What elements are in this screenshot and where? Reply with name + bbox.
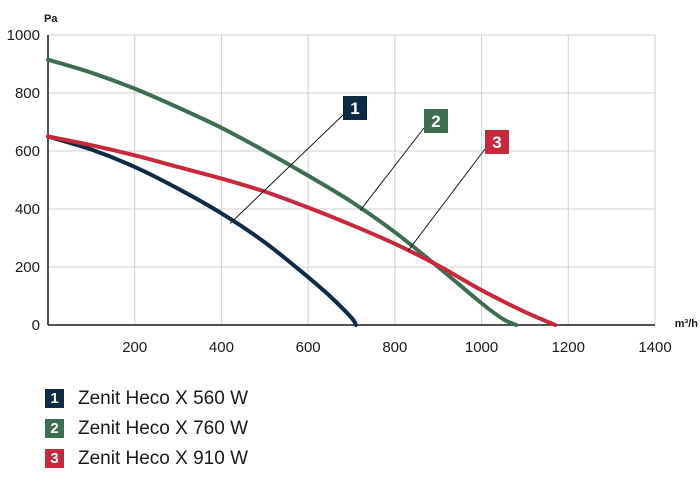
legend-label-3: Zenit Heco X 910 W: [78, 447, 249, 469]
legend-badge-3: 3: [45, 449, 64, 468]
axes: [47, 35, 655, 326]
legend-badge-2: 2: [45, 419, 64, 438]
y-axis-unit-label: Pa: [44, 13, 58, 25]
x-tick-label: 600: [296, 339, 321, 356]
marker-leader-1: [229, 114, 344, 224]
marker-leader-2: [359, 127, 425, 211]
marker-box-3: [485, 130, 509, 154]
legend-item-1: 1 Zenit Heco X 560 W: [45, 388, 248, 409]
series-line-1: [46, 134, 358, 327]
marker-leader-3: [407, 148, 486, 252]
legend-badge-1: 1: [45, 389, 64, 408]
x-tick-label: 1200: [552, 339, 585, 356]
grid: [48, 34, 656, 325]
y-axis-ticks: 0 200 400 600 800 1000: [7, 27, 40, 334]
legend-label-2: Zenit Heco X 760 W: [78, 417, 249, 439]
x-tick-label: 200: [122, 339, 147, 356]
marker-number-1: 1: [350, 99, 359, 118]
curve-markers: 1 2 3: [229, 96, 509, 252]
y-tick-label: 400: [15, 201, 40, 218]
y-tick-label: 1000: [7, 27, 40, 44]
fan-curve-chart: 0 200 400 600 800 1000 200 400 600 800 1000 1200 14…: [7, 13, 699, 356]
x-axis-unit-label: m³/h: [675, 318, 699, 330]
y-tick-label: 0: [32, 317, 40, 334]
y-tick-label: 600: [15, 143, 40, 160]
y-tick-label: 200: [15, 259, 40, 276]
marker-box-2: [424, 109, 448, 133]
series-lines: [46, 57, 558, 327]
x-axis-ticks: 200 400 600 800 1000 1200 1400: [122, 339, 671, 356]
series-line-3: [46, 134, 558, 327]
x-tick-label: 1000: [465, 339, 498, 356]
x-tick-label: 800: [382, 339, 407, 356]
x-tick-label: 400: [209, 339, 234, 356]
legend-item-3: 3 Zenit Heco X 910 W: [45, 448, 248, 469]
legend-label-1: Zenit Heco X 560 W: [78, 387, 249, 409]
series-line-2: [46, 57, 519, 327]
legend-item-2: 2 Zenit Heco X 760 W: [45, 418, 248, 439]
x-tick-label: 1400: [638, 339, 671, 356]
y-tick-label: 800: [15, 85, 40, 102]
marker-number-2: 2: [431, 112, 440, 131]
marker-box-1: [343, 96, 367, 120]
marker-number-3: 3: [492, 133, 501, 152]
